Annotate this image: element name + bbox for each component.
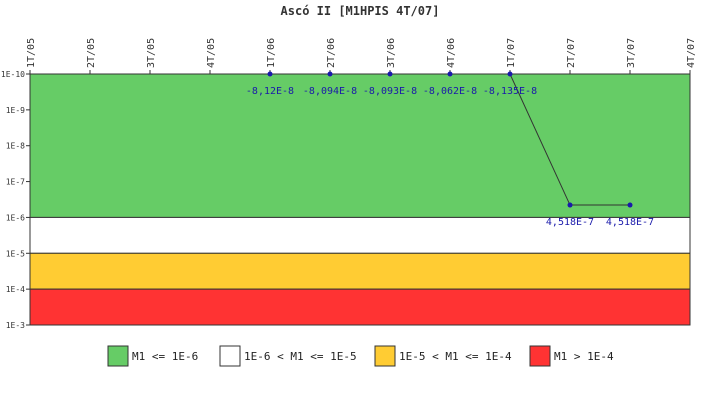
legend-label: 1E-6 < M1 <= 1E-5: [244, 350, 357, 363]
legend-swatch: [374, 345, 396, 367]
legend-swatch: [529, 345, 551, 367]
band-0: [29, 73, 691, 218]
legend-swatch: [107, 345, 129, 367]
x-tick-label: 4T/05: [206, 38, 217, 68]
band-3: [29, 288, 691, 326]
data-label: -8,12E-8: [246, 86, 294, 97]
data-point: [627, 202, 633, 208]
y-tick-label: 1E-8: [6, 142, 25, 151]
legend-swatch: [219, 345, 241, 367]
x-tick-label: 3T/06: [386, 38, 397, 68]
x-tick-label: 1T/07: [506, 38, 517, 68]
band-1: [29, 216, 691, 254]
data-point: [507, 71, 513, 77]
data-point: [567, 202, 573, 208]
data-point: [447, 71, 453, 77]
x-tick-label: 4T/07: [686, 38, 697, 68]
y-tick-label: 1E-4: [6, 285, 25, 294]
data-label: -8,093E-8: [363, 86, 417, 97]
y-tick-label: 1E-5: [6, 249, 25, 258]
y-tick-label: 1E-3: [6, 321, 25, 330]
x-tick-label: 2T/07: [566, 38, 577, 68]
y-tick-label: 1E-7: [6, 178, 25, 187]
data-point: [387, 71, 393, 77]
data-point: [267, 71, 273, 77]
y-tick-label: 1E-10: [1, 70, 25, 79]
x-tick-label: 3T/05: [146, 38, 157, 68]
legend-label: M1 > 1E-4: [554, 350, 614, 363]
y-tick-label: 1E-9: [6, 106, 25, 115]
x-tick-label: 1T/05: [26, 38, 37, 68]
data-label: -8,062E-8: [423, 86, 477, 97]
x-tick-label: 3T/07: [626, 38, 637, 68]
data-label: -8,094E-8: [303, 86, 357, 97]
data-point: [327, 71, 333, 77]
data-label: 4,518E-7: [546, 217, 594, 228]
x-tick-label: 2T/06: [326, 38, 337, 68]
x-tick-label: 1T/06: [266, 38, 277, 68]
x-tick-label: 4T/06: [446, 38, 457, 68]
data-label: -8,135E-8: [483, 86, 537, 97]
data-label: 4,518E-7: [606, 217, 654, 228]
band-2: [29, 252, 691, 290]
chart-title: Ascó II [M1HPIS 4T/07]: [281, 4, 440, 18]
legend-label: M1 <= 1E-6: [132, 350, 198, 363]
x-tick-label: 2T/05: [86, 38, 97, 68]
legend-label: 1E-5 < M1 <= 1E-4: [399, 350, 512, 363]
y-tick-label: 1E-6: [6, 213, 25, 222]
